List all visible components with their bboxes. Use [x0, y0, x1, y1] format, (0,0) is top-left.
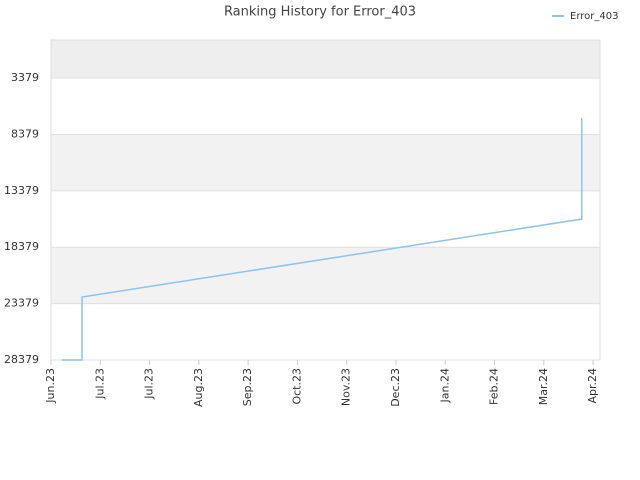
y-tick-label: 23379 — [4, 297, 39, 310]
x-tick-label: Apr.24 — [586, 368, 599, 404]
x-tick-label: Jul.23 — [93, 368, 106, 400]
y-tick-label: 3379 — [11, 71, 39, 84]
x-tick-label: Sep.23 — [241, 368, 254, 406]
band — [51, 247, 600, 304]
x-tick-label: Jul.23 — [143, 368, 156, 400]
band — [51, 303, 600, 360]
chart-title: Ranking History for Error_403 — [224, 5, 416, 20]
band — [51, 40, 600, 79]
x-tick-label: Dec.23 — [389, 368, 402, 407]
y-tick-label: 13379 — [4, 184, 39, 197]
y-tick-label: 18379 — [4, 240, 39, 253]
x-tick-label: Mar.24 — [537, 368, 550, 405]
x-tick-label: Jan.24 — [438, 368, 451, 403]
band — [51, 78, 600, 135]
band — [51, 190, 600, 248]
x-tick-label: Aug.23 — [192, 368, 205, 407]
series-line — [61, 118, 583, 361]
x-tick-label: Nov.23 — [340, 368, 353, 406]
x-tick-label: Feb.24 — [488, 368, 501, 405]
band — [51, 134, 600, 191]
y-tick-label: 28379 — [4, 353, 39, 366]
x-tick-label: Oct.23 — [290, 368, 303, 405]
y-tick-label: 8379 — [11, 127, 39, 140]
x-tick-label: Jun.23 — [44, 368, 57, 404]
legend-label: Error_403 — [570, 11, 618, 22]
